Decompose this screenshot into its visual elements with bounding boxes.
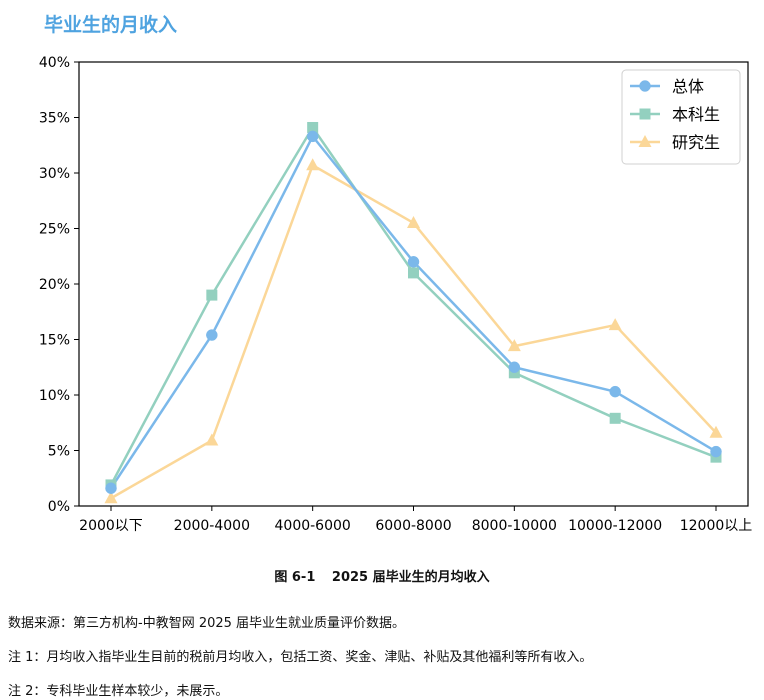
data-point-series-1: [306, 130, 319, 143]
y-tick-label: 35%: [39, 111, 70, 127]
legend-marker: [638, 135, 652, 147]
legend-box: [621, 69, 741, 165]
x-tick-label: 6000-8000: [375, 518, 451, 534]
data-point-series-2: [408, 267, 419, 279]
note-data-source: 数据来源：第三方机构-中教智网 2025 届毕业生就业质量评价数据。: [8, 616, 406, 631]
y-tick-label: 25%: [39, 222, 70, 238]
data-point-series-3: [709, 425, 723, 438]
x-tick-label: 2000以下: [79, 518, 143, 534]
x-tick-label: 8000-10000: [472, 518, 557, 534]
y-tick-label: 20%: [39, 277, 70, 293]
x-tick-label: 4000-6000: [275, 518, 351, 534]
data-point-series-3: [205, 433, 219, 446]
monthly-income-line-chart: 0% 5% 10% 15% 20% 25% 30% 35% 40% 2000以下 2000-4000…: [39, 55, 753, 534]
data-point-series-1: [206, 329, 218, 341]
y-tick-label: 10%: [39, 388, 70, 404]
data-point-series-2: [307, 121, 319, 133]
y-tick-label: 15%: [39, 333, 70, 349]
note-1: 注 1：月均收入指毕业生目前的税前月均收入，包括工资、奖金、津贴、补贴及其他福利…: [8, 650, 593, 665]
y-tick-label: 40%: [39, 55, 70, 71]
x-tick-label: 10000-12000: [568, 518, 662, 534]
figure-caption-text: 2025 届毕业生的月均收入: [331, 570, 490, 585]
data-point-series-2: [206, 289, 218, 301]
legend-marker: [639, 80, 651, 92]
data-point-series-1: [508, 361, 521, 373]
y-tick-label: 30%: [39, 166, 70, 182]
data-point-series-3: [306, 158, 320, 171]
y-tick-label: 5%: [48, 444, 70, 460]
data-point-series-1: [710, 445, 722, 458]
section-title: 毕业生的月收入: [44, 14, 178, 36]
series-line-3: [110, 163, 717, 500]
figure-number: 图 6-1: [274, 570, 316, 585]
data-point-series-1: [105, 482, 117, 494]
figure-caption: 图 6-1 2025 届毕业生的月均收入: [0, 566, 764, 585]
legend-marker: [639, 108, 651, 120]
data-point-series-1: [609, 385, 621, 398]
note-2: 注 2：专科毕业生样本较少，未展示。: [8, 684, 229, 699]
data-point-series-3: [608, 318, 622, 331]
legend-label: 本科生: [672, 105, 720, 124]
legend-label: 研究生: [672, 133, 720, 152]
legend-label: 总体: [672, 77, 704, 96]
x-tick-label: 2000-4000: [174, 518, 250, 534]
x-tick-label: 12000以上: [680, 518, 753, 534]
y-tick-label: 0%: [48, 499, 70, 515]
series-line-2: [109, 126, 717, 486]
data-point-series-3: [104, 491, 118, 504]
data-point-series-3: [407, 215, 420, 228]
data-point-series-2: [609, 412, 621, 424]
data-point-series-3: [507, 339, 521, 352]
data-point-series-1: [407, 256, 420, 268]
